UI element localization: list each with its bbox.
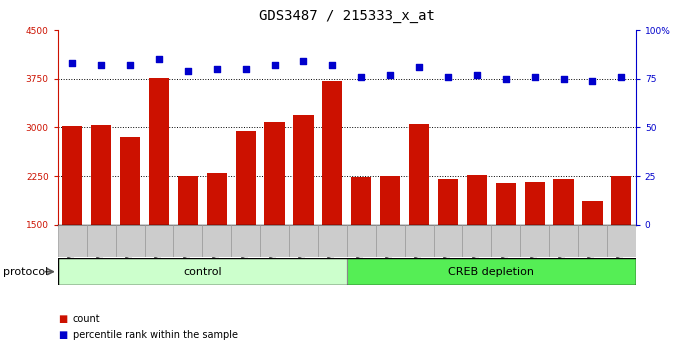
Bar (380, 176, 401, 225)
Bar (554, 179, 574, 225)
Point (269, 62, 280, 68)
Bar (524, 182, 545, 225)
Text: percentile rank within the sample: percentile rank within the sample (73, 330, 238, 339)
Point (558, 76, 569, 81)
Bar (611, 176, 632, 225)
Text: CREB depletion: CREB depletion (448, 267, 534, 277)
Bar (322, 81, 343, 225)
Bar (347, 258, 636, 285)
Bar (492, 225, 520, 257)
Bar (203, 225, 231, 257)
Bar (549, 225, 578, 257)
Bar (235, 131, 256, 225)
Point (298, 58, 309, 64)
Point (413, 64, 424, 70)
Bar (149, 78, 169, 225)
Bar (438, 179, 458, 225)
Bar (318, 225, 347, 257)
Point (240, 66, 251, 72)
Bar (376, 225, 405, 257)
Bar (260, 225, 289, 257)
Text: ■: ■ (58, 314, 67, 324)
Point (500, 76, 511, 81)
Bar (231, 225, 260, 257)
Bar (120, 137, 140, 225)
Bar (405, 225, 434, 257)
Bar (434, 225, 462, 257)
Point (67, 60, 78, 66)
Bar (58, 225, 87, 257)
Bar (145, 225, 173, 257)
Bar (347, 225, 376, 257)
Text: GDS3487 / 215333_x_at: GDS3487 / 215333_x_at (259, 9, 435, 23)
Point (327, 62, 338, 68)
Bar (289, 225, 318, 257)
Point (154, 56, 165, 62)
Bar (58, 258, 347, 285)
Bar (91, 125, 112, 225)
Bar (607, 225, 636, 257)
Bar (87, 225, 116, 257)
Text: control: control (183, 267, 222, 277)
Point (443, 74, 454, 80)
Bar (409, 124, 429, 225)
Text: protocol: protocol (3, 267, 49, 277)
Point (356, 74, 367, 80)
Point (182, 68, 193, 74)
Bar (207, 173, 227, 225)
Bar (520, 225, 549, 257)
Bar (578, 225, 607, 257)
Point (471, 72, 482, 78)
Point (587, 78, 598, 84)
Bar (582, 201, 602, 225)
Bar (116, 225, 145, 257)
Text: count: count (73, 314, 101, 324)
Bar (351, 177, 371, 225)
Bar (265, 122, 285, 225)
Point (124, 62, 135, 68)
Bar (462, 225, 492, 257)
Point (96, 62, 107, 68)
Bar (466, 175, 487, 225)
Point (529, 74, 540, 80)
Bar (293, 115, 313, 225)
Bar (177, 176, 198, 225)
Bar (496, 183, 516, 225)
Point (385, 72, 396, 78)
Bar (62, 126, 82, 225)
Point (211, 66, 222, 72)
Point (616, 74, 627, 80)
Text: ■: ■ (58, 330, 67, 339)
Bar (173, 225, 203, 257)
